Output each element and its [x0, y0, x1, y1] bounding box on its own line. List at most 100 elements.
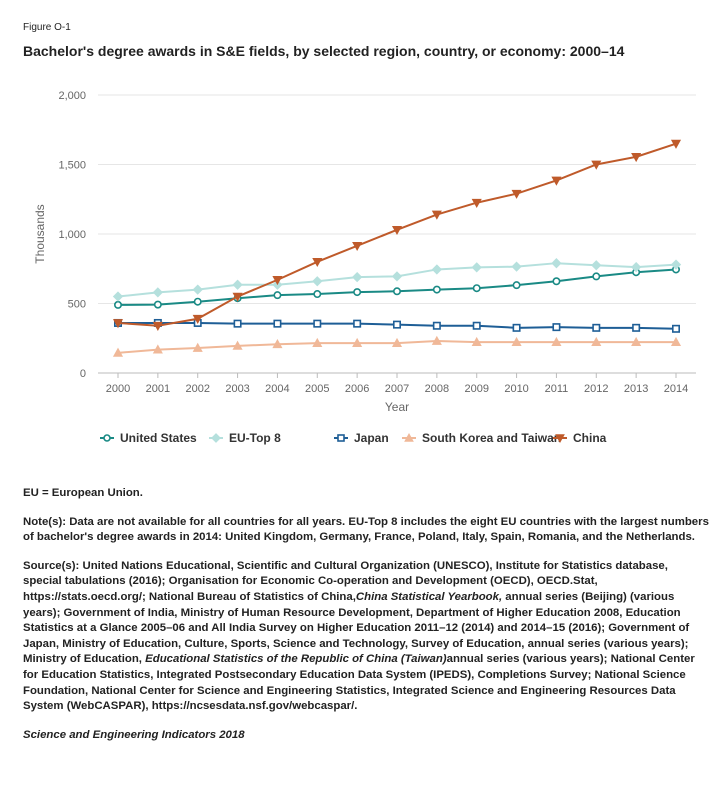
- data-point-united-states: [472, 284, 481, 293]
- legend-item-china: China: [553, 431, 607, 445]
- data-point-eu-top-8: [551, 258, 562, 269]
- x-axis-label: Year: [385, 400, 409, 414]
- x-tick-label: 2006: [345, 383, 369, 395]
- legend-swatch-marker: [404, 432, 414, 442]
- y-tick-label: 1,500: [58, 160, 86, 172]
- data-point-south-korea-and-taiwan: [471, 336, 482, 347]
- source-text-2: annual series (Beijing) (various years);…: [23, 590, 690, 666]
- legend-label: United States: [120, 431, 197, 445]
- series-eu-top-8: [112, 258, 682, 302]
- data-point-china: [112, 319, 124, 329]
- data-point-japan: [233, 319, 242, 328]
- data-point-united-states: [313, 290, 322, 299]
- x-tick-label: 2000: [106, 383, 130, 395]
- data-point-china: [192, 314, 203, 325]
- x-tick-label: 2003: [225, 383, 249, 395]
- data-point-eu-top-8: [312, 276, 323, 287]
- y-tick-label: 0: [80, 368, 86, 380]
- x-tick-label: 2001: [146, 383, 170, 395]
- data-point-united-states: [114, 300, 123, 309]
- source-text-3: annual series (various years); National …: [23, 653, 695, 713]
- data-point-united-states: [512, 281, 521, 290]
- data-point-united-states: [592, 272, 601, 281]
- source-note: Source(s): United Nations Educational, S…: [23, 559, 709, 715]
- data-point-japan: [592, 323, 601, 332]
- x-tick-label: 2009: [464, 383, 488, 395]
- y-tick-label: 1,000: [58, 229, 86, 241]
- data-point-south-korea-and-taiwan: [391, 337, 403, 347]
- legend-item-japan: Japan: [334, 431, 389, 445]
- eu-abbreviation-note: EU = European Union.: [23, 487, 143, 499]
- data-point-eu-top-8: [471, 262, 482, 273]
- data-point-china: [272, 276, 283, 286]
- data-point-japan: [512, 323, 521, 332]
- x-tick-label: 2010: [504, 383, 528, 395]
- data-point-china: [511, 189, 522, 199]
- data-point-china: [431, 210, 442, 220]
- data-point-south-korea-and-taiwan: [511, 336, 522, 347]
- data-point-china: [591, 160, 602, 170]
- x-tick-label: 2013: [624, 383, 648, 395]
- data-point-eu-top-8: [152, 287, 163, 298]
- series-china: [112, 139, 682, 331]
- data-point-eu-top-8: [232, 279, 243, 290]
- series-united-states: [114, 265, 680, 309]
- data-point-eu-top-8: [591, 260, 602, 271]
- y-tick-label: 500: [68, 299, 86, 311]
- data-point-china: [152, 321, 163, 331]
- axes: 0 500 1,000 1,500 2,000 2000 2001 2002 2003 2004 2…: [33, 90, 688, 414]
- data-point-eu-top-8: [112, 291, 124, 302]
- data-point-united-states: [193, 297, 202, 306]
- data-point-south-korea-and-taiwan: [152, 344, 163, 354]
- legend-swatch-marker: [211, 433, 221, 443]
- legend-item-united-states: United States: [100, 431, 197, 445]
- source-italic-1: China Statistical Yearbook,: [355, 590, 503, 603]
- data-point-china: [352, 241, 363, 252]
- publication-reference: Science and Engineering Indicators 2018: [23, 728, 245, 741]
- legend-label: EU-Top 8: [229, 431, 281, 445]
- legend-label: Japan: [354, 431, 389, 445]
- data-point-united-states: [432, 285, 441, 294]
- legend-label: China: [573, 431, 607, 445]
- x-tick-label: 2012: [584, 383, 608, 395]
- data-point-south-korea-and-taiwan: [112, 347, 124, 357]
- data-point-eu-top-8: [631, 261, 642, 273]
- data-point-japan: [552, 323, 561, 332]
- legend-swatch-marker: [555, 434, 565, 444]
- x-tick-label: 2004: [265, 383, 289, 395]
- legend-item-south-korea-and-taiwan: South Korea and Taiwan: [402, 431, 561, 445]
- series-japan: [114, 318, 680, 333]
- source-text-1: Source(s): United Nations Educational, S…: [23, 559, 668, 603]
- data-point-japan: [392, 320, 401, 329]
- data-note: Note(s): Data are not available for all …: [23, 515, 709, 544]
- data-point-eu-top-8: [431, 264, 442, 275]
- data-point-united-states: [273, 291, 282, 300]
- series-south-korea-and-taiwan: [112, 335, 682, 357]
- figure-label: Figure O-1: [23, 22, 71, 33]
- data-point-united-states: [552, 277, 561, 286]
- series-lines: [112, 139, 682, 357]
- data-point-eu-top-8: [511, 261, 522, 272]
- data-point-south-korea-and-taiwan: [352, 337, 363, 347]
- x-tick-label: 2014: [664, 383, 688, 395]
- data-point-japan: [353, 319, 362, 328]
- data-point-south-korea-and-taiwan: [272, 338, 283, 349]
- data-point-china: [471, 198, 482, 208]
- x-tick-label: 2008: [425, 383, 449, 395]
- legend: United States EU-Top 8 Japan South Korea an…: [100, 431, 607, 445]
- data-point-japan: [671, 324, 680, 333]
- legend-swatch-marker: [103, 434, 111, 442]
- data-point-eu-top-8: [391, 271, 403, 282]
- data-point-united-states: [153, 300, 162, 309]
- data-point-south-korea-and-taiwan: [670, 336, 682, 347]
- data-point-south-korea-and-taiwan: [192, 342, 203, 352]
- data-point-united-states: [353, 288, 362, 297]
- data-point-japan: [313, 319, 322, 328]
- y-tick-label: 2,000: [58, 90, 86, 102]
- legend-swatch-marker: [337, 434, 345, 442]
- data-point-china: [631, 152, 642, 163]
- data-point-japan: [273, 319, 282, 328]
- data-point-eu-top-8: [192, 284, 203, 295]
- data-point-china: [312, 257, 323, 268]
- data-point-south-korea-and-taiwan: [312, 337, 323, 347]
